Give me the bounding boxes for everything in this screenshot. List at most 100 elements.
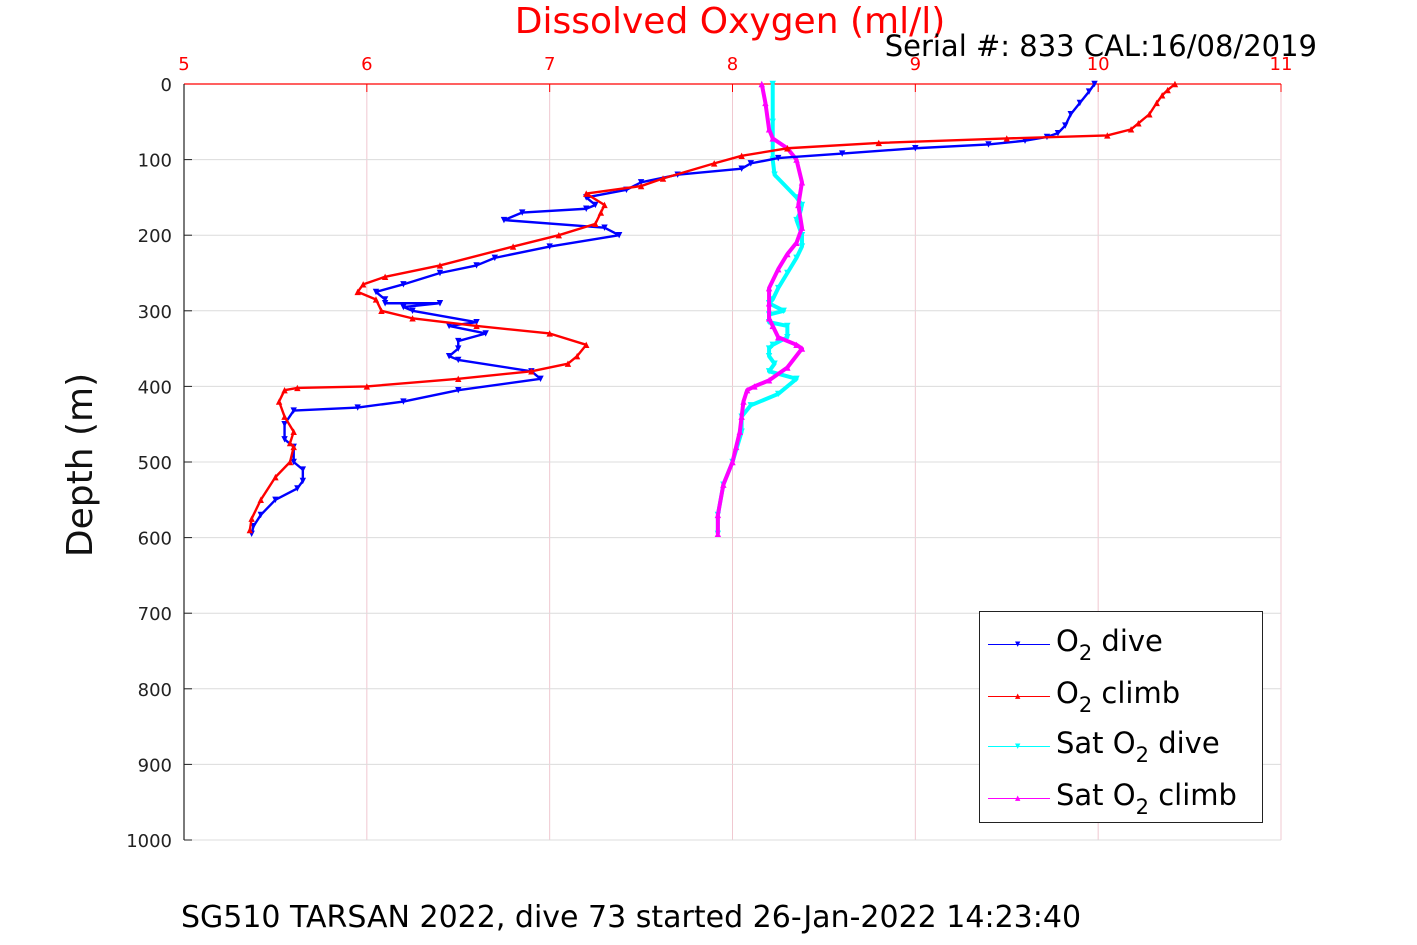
legend-label-sub: 2 [1078, 693, 1093, 717]
data-point [714, 530, 722, 538]
data-point [765, 284, 773, 292]
data-point [765, 368, 773, 375]
data-point [546, 330, 553, 337]
data-point [372, 288, 380, 296]
data-point [1085, 88, 1093, 95]
data-point [546, 243, 553, 250]
legend-label-prefix: O [1056, 676, 1079, 710]
data-point [775, 266, 782, 273]
data-point [592, 220, 599, 228]
data-point [1054, 129, 1062, 137]
data-point [272, 496, 279, 503]
data-point [769, 118, 776, 125]
legend-item-sat-o2-dive: ▼ Sat O2 dive [980, 722, 1262, 772]
data-point [400, 303, 407, 311]
data-point [1158, 92, 1166, 99]
data-point [769, 341, 776, 349]
data-point [615, 232, 623, 239]
data-point [775, 334, 782, 341]
data-point [275, 398, 283, 405]
data-point [537, 375, 544, 383]
data-point [1135, 120, 1142, 127]
data-point [281, 421, 288, 428]
data-point [290, 407, 297, 414]
data-point [740, 398, 747, 405]
data-point [286, 458, 294, 466]
data-point [793, 254, 800, 262]
data-point [747, 402, 754, 409]
y-axis-label: Depth (m) [60, 373, 101, 557]
y-tick-label: 800 [138, 680, 172, 701]
data-point [281, 436, 288, 443]
data-point [775, 284, 782, 292]
data-point [798, 224, 806, 231]
data-point [775, 154, 782, 162]
legend-label-suffix: dive [1092, 624, 1163, 658]
data-point [720, 481, 727, 488]
data-point [875, 139, 882, 147]
data-point [290, 428, 297, 435]
data-point [798, 345, 806, 352]
data-point [771, 360, 778, 367]
series-o2-dive [248, 80, 1098, 538]
data-point [793, 239, 800, 246]
data-point [354, 288, 361, 296]
data-point [784, 322, 791, 330]
data-point [436, 300, 444, 307]
legend-swatch [988, 746, 1050, 747]
data-point [473, 322, 480, 330]
data-point [359, 281, 367, 288]
data-point [248, 515, 255, 522]
data-point [793, 156, 800, 163]
data-point [1062, 122, 1069, 129]
data-point [455, 375, 462, 383]
data-point [294, 384, 301, 392]
legend-label-sub: 2 [1135, 743, 1149, 767]
data-point [762, 99, 769, 107]
data-point [436, 269, 444, 277]
data-point [765, 352, 773, 360]
series-line [250, 83, 1096, 535]
series-line [248, 83, 1176, 531]
data-point [714, 511, 722, 519]
data-point [729, 458, 736, 466]
series-sat-o2-climb [714, 80, 806, 538]
data-point [738, 165, 745, 172]
data-point [798, 179, 806, 186]
legend-label-suffix: dive [1148, 726, 1220, 760]
data-point [290, 443, 297, 451]
data-point [473, 262, 480, 269]
data-point [400, 281, 407, 288]
legend-label-prefix: Sat O [1056, 726, 1136, 760]
data-point [1003, 135, 1010, 142]
x-tick-label: 8 [727, 54, 738, 75]
legend-item-o2-dive: ▼ O2 dive [980, 620, 1262, 670]
legend: ▼ O2 dive ▲ O2 climb ▼ Sat O2 dive ▲ Sat… [979, 611, 1263, 823]
x-tick-label: 9 [910, 54, 921, 75]
data-point [711, 160, 718, 167]
data-point [281, 413, 288, 420]
y-tick-label: 1000 [126, 831, 172, 852]
legend-marker: ▲ [1015, 794, 1021, 802]
data-point [1067, 111, 1074, 118]
data-point [246, 526, 254, 534]
series-o2-climb [246, 80, 1179, 534]
data-point [455, 337, 462, 345]
data-point [372, 296, 380, 303]
data-point [381, 296, 389, 303]
chart-title: Dissolved Oxygen (ml/l) [515, 1, 946, 42]
legend-swatch [988, 696, 1050, 697]
data-point [286, 439, 294, 447]
y-tick-label: 200 [138, 226, 172, 247]
data-point [482, 330, 489, 337]
data-point [793, 216, 800, 224]
data-point [455, 356, 462, 364]
data-point [299, 466, 307, 473]
legend-label-prefix: O [1056, 624, 1079, 658]
data-point [747, 160, 754, 167]
data-point [290, 458, 297, 466]
y-tick-label: 100 [138, 151, 172, 172]
data-point [985, 141, 992, 148]
data-point [299, 477, 307, 485]
x-tick-label: 7 [544, 54, 555, 75]
